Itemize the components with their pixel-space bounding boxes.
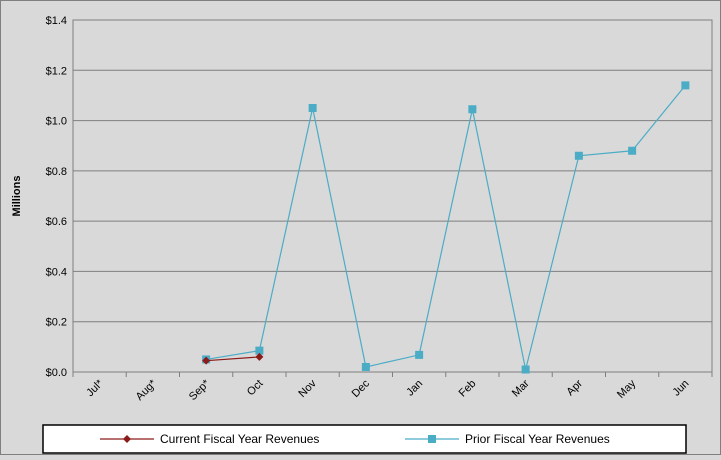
series-line xyxy=(206,84,686,370)
gridlines xyxy=(72,19,713,377)
y-tick-label: $1.4 xyxy=(46,15,67,27)
plot-area xyxy=(72,19,713,373)
legend-marker xyxy=(428,435,436,443)
y-tick-label: $0.2 xyxy=(46,317,67,329)
y-tick-label: $1.0 xyxy=(46,116,67,128)
y-axis-tick-labels: $0.0 $0.2 $0.4 $0.6 $0.8 $1.0 $1.2 $1.4 xyxy=(46,15,67,379)
series-prior-fiscal-year xyxy=(202,81,690,374)
y-tick-label: $0.4 xyxy=(46,266,67,278)
y-axis-label: Millions xyxy=(11,176,23,217)
data-point xyxy=(255,346,264,355)
data-point xyxy=(361,362,370,371)
series-line xyxy=(206,356,260,362)
data-point xyxy=(308,104,317,112)
y-tick-label: $1.2 xyxy=(46,65,67,77)
legend-marker xyxy=(123,435,131,443)
data-point xyxy=(681,81,690,90)
series-layer xyxy=(202,81,690,374)
y-tick-label: $0.0 xyxy=(46,367,67,379)
series-current-fiscal-year xyxy=(202,352,264,365)
legend-entry: Current Fiscal Year Revenues xyxy=(100,432,319,446)
legend-label: Current Fiscal Year Revenues xyxy=(160,432,319,446)
data-point xyxy=(521,365,530,374)
legend: Current Fiscal Year Revenues Prior Fiscal… xyxy=(42,424,687,454)
data-point xyxy=(468,105,477,114)
y-tick-label: $0.6 xyxy=(46,216,67,228)
y-tick-label: $0.8 xyxy=(46,166,67,178)
legend-entry: Prior Fiscal Year Revenues xyxy=(405,432,610,446)
data-point xyxy=(415,350,424,359)
legend-label: Prior Fiscal Year Revenues xyxy=(465,432,610,446)
data-point xyxy=(574,151,583,160)
data-point xyxy=(255,352,264,361)
data-point xyxy=(202,356,211,365)
data-point xyxy=(628,146,637,155)
